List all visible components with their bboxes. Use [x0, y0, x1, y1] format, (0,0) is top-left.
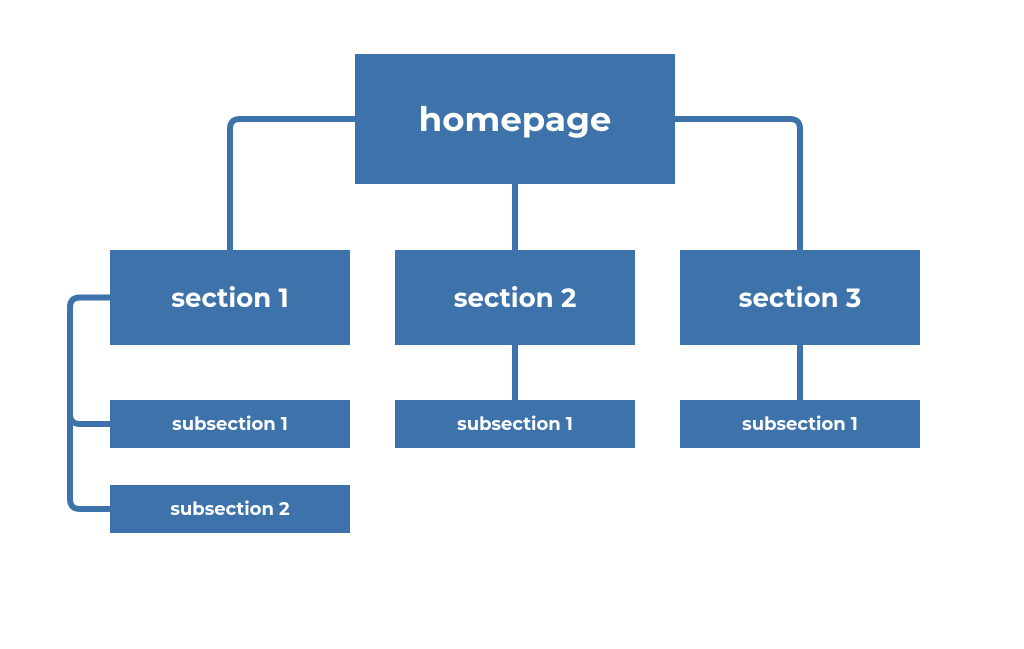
node-s2: section 2	[395, 250, 635, 345]
node-label: section 3	[739, 282, 862, 314]
node-s1a: subsection 1	[110, 400, 350, 448]
node-label: subsection 1	[172, 413, 288, 435]
node-root: homepage	[355, 54, 675, 184]
node-s1b: subsection 2	[110, 485, 350, 533]
node-s2a: subsection 1	[395, 400, 635, 448]
edge	[675, 119, 800, 250]
node-label: subsection 1	[457, 413, 573, 435]
node-s3: section 3	[680, 250, 920, 345]
node-label: subsection 2	[170, 498, 289, 520]
node-label: section 2	[454, 282, 577, 314]
node-s1: section 1	[110, 250, 350, 345]
node-label: section 1	[171, 282, 288, 314]
node-label: homepage	[419, 98, 612, 140]
node-s3a: subsection 1	[680, 400, 920, 448]
edge	[230, 119, 355, 250]
sitemap-diagram: homepage section 1 section 2 section 3 subse…	[0, 0, 1024, 649]
node-label: subsection 1	[742, 413, 858, 435]
edge	[70, 298, 110, 510]
edge	[70, 298, 110, 425]
